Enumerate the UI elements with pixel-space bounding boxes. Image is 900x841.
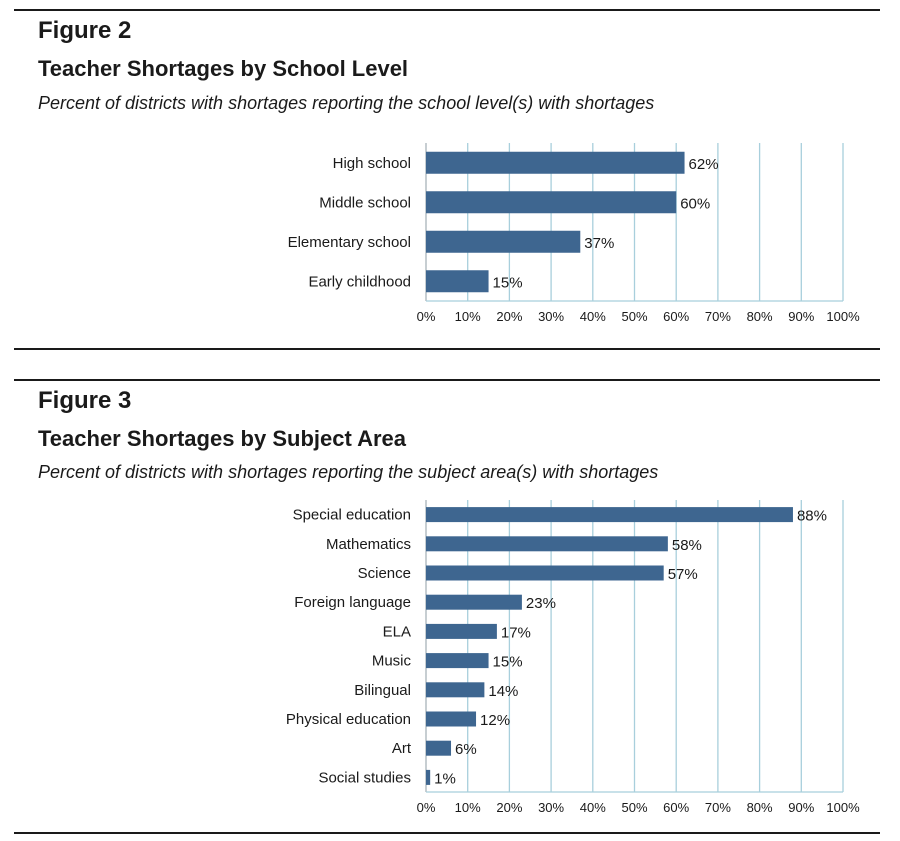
figure-3-value-label: 6% [455, 741, 477, 758]
figure-2-tick-label: 20% [496, 309, 522, 324]
figure-2-value-label: 37% [584, 235, 614, 252]
figure-2-value-label: 62% [689, 156, 719, 173]
figure-2-tick-label: 90% [788, 309, 814, 324]
figure-3-bar [426, 740, 452, 756]
figure-3-bar [426, 507, 793, 523]
figure-3-category-label: Foreign language [294, 594, 411, 611]
figure-3-value-label: 17% [501, 624, 531, 641]
figure-3-top-rule [14, 379, 880, 381]
figure-3-category-label: Social studies [318, 769, 411, 786]
figure-3-value-label: 23% [526, 595, 556, 612]
figure-3-category-label: Mathematics [326, 536, 411, 553]
figure-2-chart: 0% 10% 20% 30% 40% 50% 60% 70% 80% 90% 100% High sc… [288, 143, 860, 324]
figure-2-title: Teacher Shortages by School Level [38, 56, 409, 81]
figure-2-bar [426, 230, 581, 253]
figure-2-tick-label: 100% [826, 309, 860, 324]
figure-2-category-label: Early childhood [308, 273, 411, 290]
figure-3-tick-label: 40% [580, 800, 606, 815]
figure-2-tick-label: 10% [455, 309, 481, 324]
figure-3-value-label: 58% [672, 537, 702, 554]
figure-2-bottom-rule [14, 348, 880, 350]
top-rule [14, 9, 880, 11]
figure-2-tick-label: 50% [621, 309, 647, 324]
figure-2-tick-label: 0% [417, 309, 436, 324]
figure-3-bar [426, 769, 431, 785]
figure-3-value-label: 15% [493, 654, 523, 671]
figure-2-bar [426, 151, 685, 174]
figure-2-bar [426, 270, 489, 293]
figure-3-subtitle: Percent of districts with shortages repo… [38, 462, 659, 482]
figure-3-bar [426, 623, 497, 639]
figure-3-bar [426, 711, 477, 727]
figure-3-tick-label: 100% [826, 800, 860, 815]
figure-3-bar [426, 536, 668, 552]
figure-3-bar [426, 565, 664, 581]
figure-3-bar [426, 594, 522, 610]
figure-3-category-label: Bilingual [354, 682, 411, 699]
figure-3-value-label: 88% [797, 508, 827, 525]
figure-3-value-label: 57% [668, 566, 698, 583]
figure-2-tick-label: 80% [747, 309, 773, 324]
figure-3-category-label: Physical education [286, 711, 411, 728]
figure-3-tick-label: 0% [417, 800, 436, 815]
figure-2-tick-label: 40% [580, 309, 606, 324]
figure-2-bar [426, 191, 677, 214]
figure-2-tick-label: 60% [663, 309, 689, 324]
figure-2-category-label: Elementary school [288, 234, 411, 251]
figure-2-subtitle: Percent of districts with shortages repo… [38, 93, 655, 113]
figure-3-category-label: Music [372, 653, 412, 670]
figure-3-tick-label: 60% [663, 800, 689, 815]
figure-2-category-label: High school [333, 155, 411, 172]
figure-2-label: Figure 2 [38, 17, 132, 44]
figure-3-value-label: 1% [434, 770, 456, 787]
figure-3-label: Figure 3 [38, 387, 132, 414]
figure-3-tick-label: 30% [538, 800, 564, 815]
figure-2-value-label: 60% [680, 195, 710, 212]
figure-3-bar [426, 653, 489, 669]
figure-3-category-label: ELA [383, 623, 411, 640]
figure-3-tick-label: 20% [496, 800, 522, 815]
figure-2-value-label: 15% [493, 274, 523, 291]
figure-2-tick-label: 70% [705, 309, 731, 324]
figure-3-value-label: 14% [488, 683, 518, 700]
figure-3-category-label: Art [392, 740, 412, 757]
figure-2-tick-label: 30% [538, 309, 564, 324]
figure-3-tick-label: 80% [747, 800, 773, 815]
figure-3-tick-label: 90% [788, 800, 814, 815]
figure-3-bar [426, 682, 485, 698]
figure-2-category-label: Middle school [319, 194, 411, 211]
figure-3-title: Teacher Shortages by Subject Area [38, 426, 407, 451]
figure-3-tick-label: 70% [705, 800, 731, 815]
figure-3-category-label: Science [358, 565, 411, 582]
bottom-rule [14, 832, 880, 834]
figure-3-tick-label: 10% [455, 800, 481, 815]
figure-3-category-label: Special education [293, 507, 411, 524]
figure-3-chart: 0% 10% 20% 30% 40% 50% 60% 70% 80% 90% 100% Special… [286, 500, 860, 815]
figure-3-tick-label: 50% [621, 800, 647, 815]
figure-3-value-label: 12% [480, 712, 510, 729]
